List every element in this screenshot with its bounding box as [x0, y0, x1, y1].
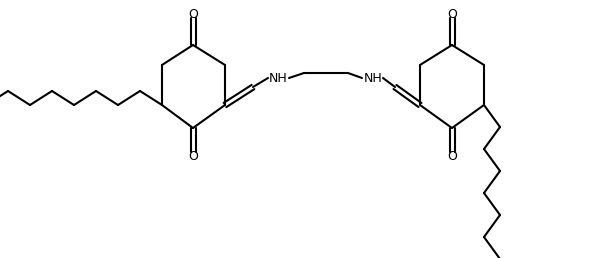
Text: O: O — [447, 7, 457, 20]
Text: NH: NH — [363, 71, 382, 85]
Text: NH: NH — [269, 71, 287, 85]
Text: O: O — [447, 149, 457, 163]
Text: O: O — [188, 7, 198, 20]
Text: O: O — [188, 149, 198, 163]
